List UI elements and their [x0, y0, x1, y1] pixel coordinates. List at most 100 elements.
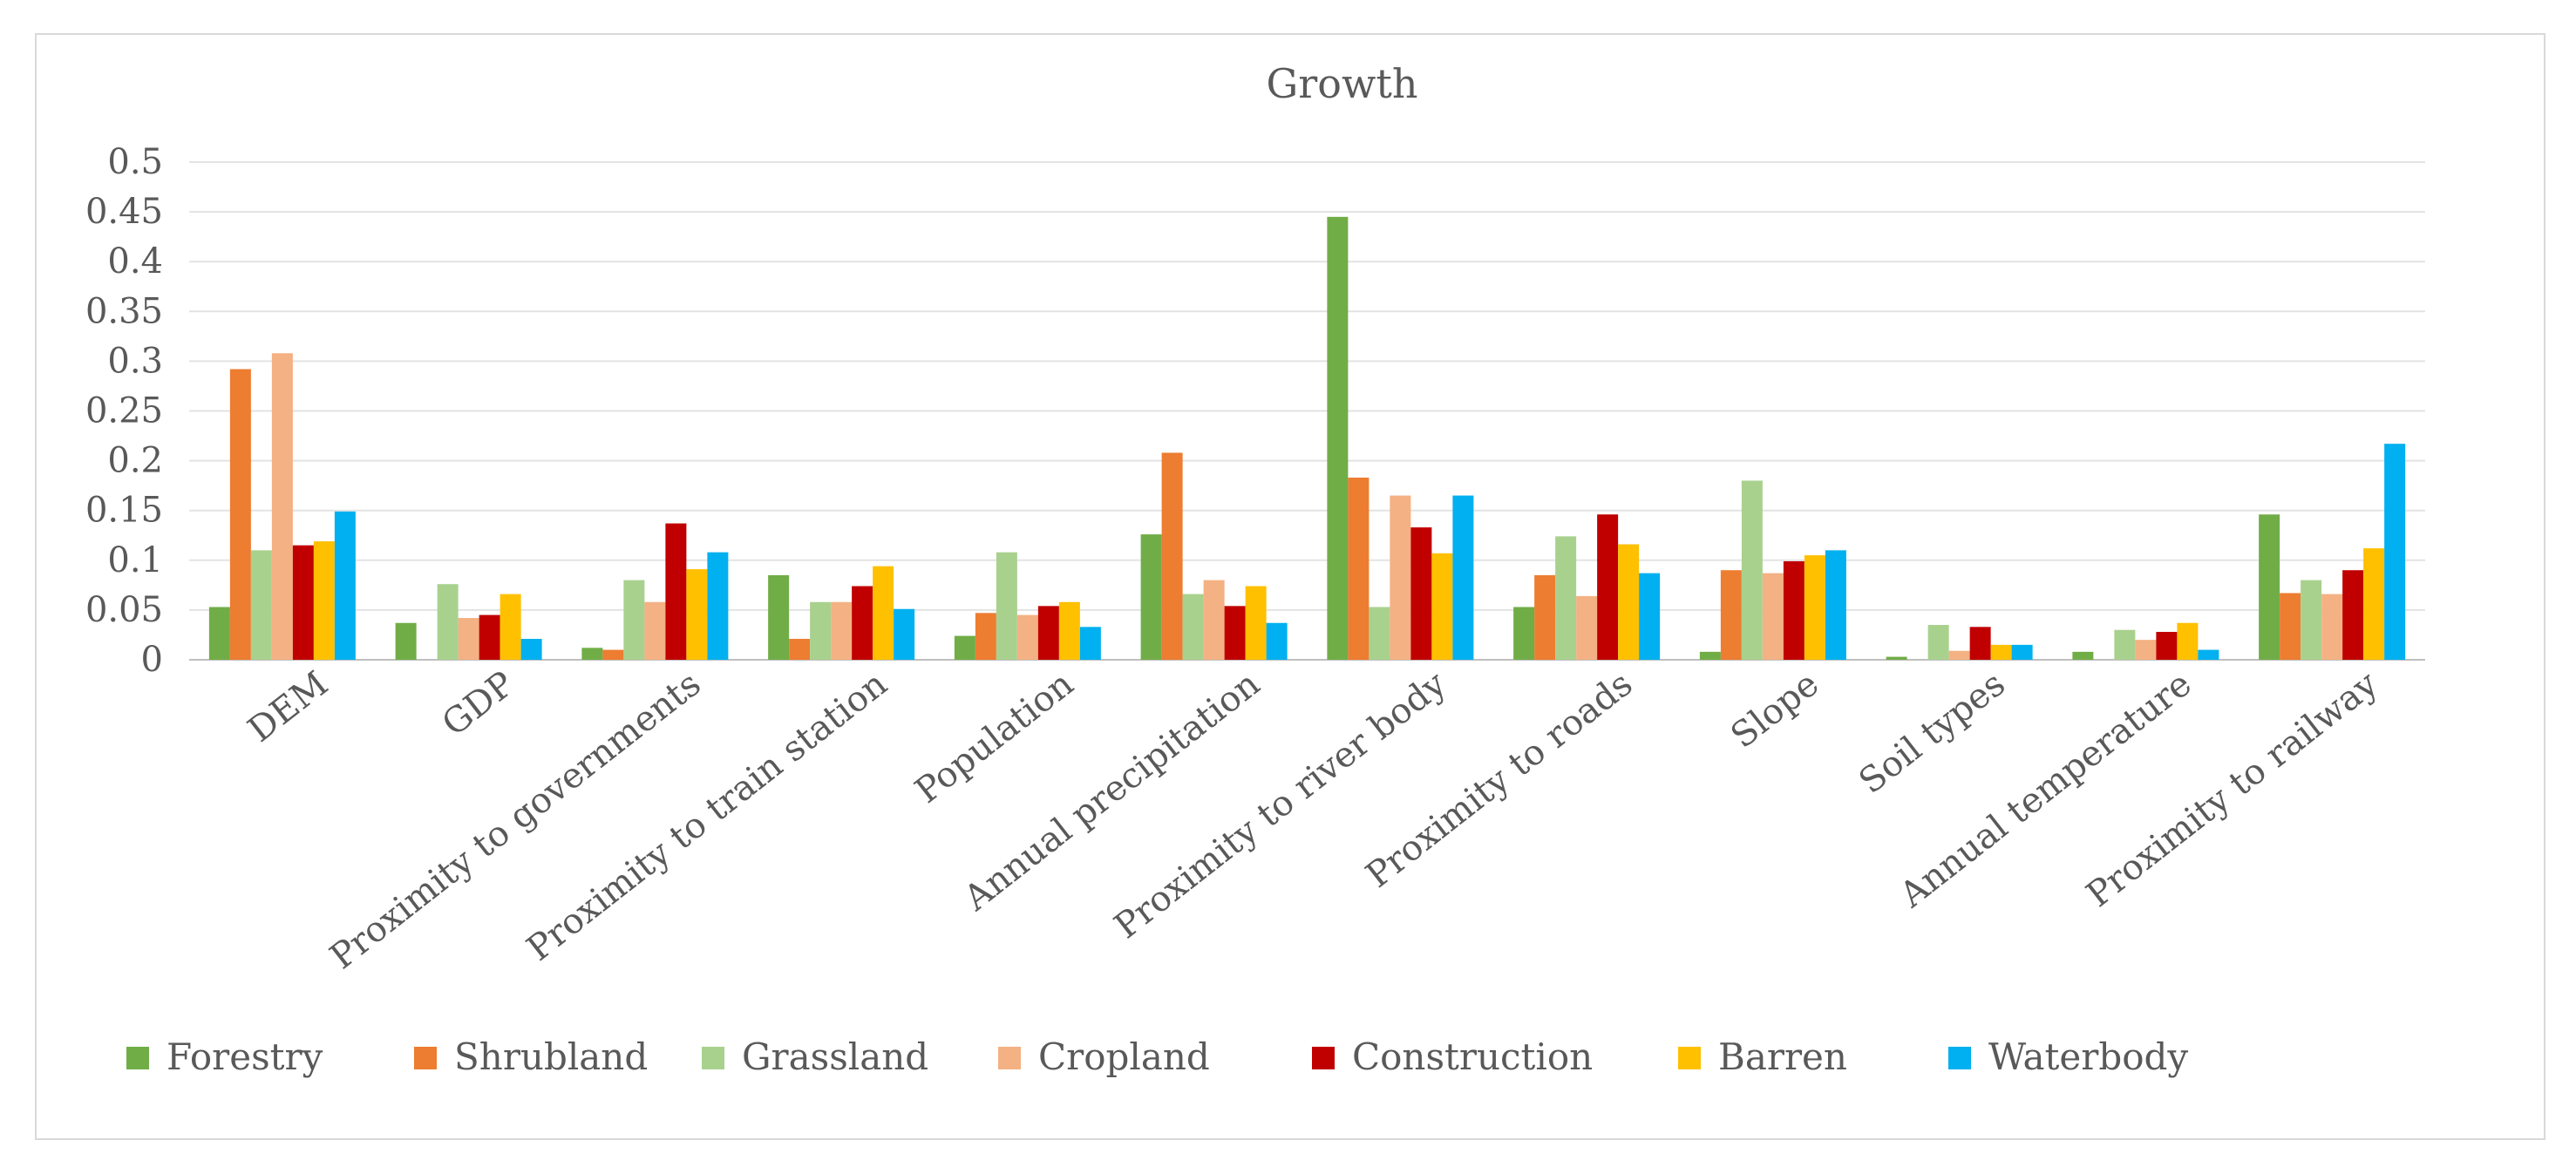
- bar-barren: [313, 541, 335, 660]
- y-tick-label: 0.5: [107, 142, 163, 182]
- bar-construction: [1783, 560, 1805, 660]
- bar-waterbody: [1825, 550, 1846, 660]
- bar-construction: [2342, 570, 2364, 660]
- bar-construction: [1597, 514, 1619, 660]
- legend-swatch: [1948, 1047, 1971, 1069]
- bar-forestry: [395, 622, 417, 660]
- y-tick-label: 0.4: [107, 241, 163, 282]
- bar-construction: [292, 545, 314, 660]
- bar-construction: [665, 523, 687, 660]
- bar-shrubland: [1720, 570, 1742, 660]
- y-tick-label: 0.05: [85, 590, 163, 630]
- bar-waterbody: [1452, 495, 1474, 660]
- bar-shrubland: [789, 639, 811, 660]
- x-category-label: DEM: [241, 664, 336, 750]
- bar-grassland: [1369, 607, 1390, 660]
- bar-cropland: [644, 601, 666, 660]
- bar-cropland: [1762, 573, 1784, 660]
- bar-barren: [1990, 644, 2012, 660]
- bar-forestry: [2072, 651, 2094, 660]
- bar-construction: [852, 586, 873, 660]
- bar-barren: [873, 566, 894, 660]
- bar-waterbody: [334, 511, 356, 660]
- bar-cropland: [831, 601, 853, 660]
- x-category-label: Annual temperature: [1892, 664, 2199, 916]
- bar-construction: [1037, 606, 1059, 660]
- bar-waterbody: [520, 639, 542, 660]
- bar-cropland: [1390, 495, 1411, 660]
- y-tick-label: 0.2: [107, 441, 163, 481]
- y-tick-label: 0.35: [85, 291, 163, 331]
- bar-construction: [479, 614, 500, 660]
- x-category-label: Soil types: [1852, 664, 2013, 802]
- y-tick-label: 0.45: [85, 192, 163, 232]
- legend-label: Barren: [1718, 1035, 1847, 1078]
- x-category-label: Annual precipitation: [956, 664, 1268, 920]
- bar-forestry: [1327, 216, 1349, 660]
- bar-chart: Growth 0 0.05 0.1 0.15 0.2 0.25 0.3 0.35 0.4 0.45 0…: [85, 60, 2425, 1078]
- bar-waterbody: [2011, 644, 2033, 660]
- bar-waterbody: [2198, 649, 2219, 660]
- bar-forestry: [768, 574, 790, 660]
- bar-shrubland: [975, 613, 996, 660]
- bar-cropland: [2135, 640, 2157, 660]
- bar-grassland: [250, 550, 272, 660]
- x-category-label: Slope: [1723, 664, 1826, 757]
- bar-cropland: [271, 353, 293, 660]
- legend-swatch: [702, 1047, 724, 1069]
- chart-title: Growth: [1267, 60, 1418, 107]
- bar-construction: [2156, 632, 2178, 660]
- bar-cropland: [1948, 650, 1970, 660]
- bar-cropland: [1203, 580, 1225, 660]
- bar-barren: [2363, 548, 2385, 660]
- bar-barren: [500, 594, 521, 660]
- bar-cropland: [2321, 594, 2343, 660]
- legend-label: Waterbody: [1988, 1035, 2188, 1078]
- bar-shrubland: [1534, 574, 1556, 660]
- legend-swatch: [414, 1047, 437, 1069]
- legend-swatch: [1312, 1047, 1335, 1069]
- bar-waterbody: [1639, 573, 1661, 660]
- bar-construction: [1969, 627, 1991, 660]
- bar-grassland: [1555, 536, 1577, 660]
- bar-shrubland: [602, 649, 624, 660]
- bar-forestry: [581, 648, 603, 660]
- y-tick-label: 0: [141, 640, 163, 680]
- legend-label: Construction: [1352, 1035, 1593, 1078]
- bar-forestry: [1140, 534, 1162, 660]
- bar-barren: [1058, 601, 1080, 660]
- y-tick-label: 0.15: [85, 491, 163, 531]
- legend-label: Forestry: [167, 1035, 323, 1078]
- bar-forestry: [2259, 514, 2280, 660]
- bar-cropland: [1576, 595, 1598, 660]
- bar-shrubland: [1161, 452, 1183, 660]
- bar-forestry: [1699, 651, 1721, 660]
- bar-barren: [1431, 553, 1453, 660]
- bar-waterbody: [707, 552, 729, 660]
- legend-swatch: [126, 1047, 149, 1069]
- x-category-label: Proximity to river body: [1107, 663, 1454, 947]
- legend-label: Cropland: [1038, 1035, 1210, 1078]
- bar-waterbody: [1079, 627, 1101, 660]
- bar-grassland: [437, 584, 459, 660]
- bar-forestry: [1886, 656, 1907, 660]
- bar-grassland: [1182, 594, 1204, 660]
- bar-barren: [1804, 555, 1825, 660]
- bar-cropland: [458, 618, 479, 660]
- bar-grassland: [2114, 629, 2136, 660]
- bar-shrubland: [229, 369, 251, 660]
- y-tick-label: 0.1: [107, 540, 163, 580]
- y-tick-label: 0.3: [107, 341, 163, 381]
- legend-label: Grassland: [742, 1035, 928, 1078]
- bar-forestry: [954, 635, 975, 660]
- bar-grassland: [623, 580, 645, 660]
- legend-swatch: [998, 1047, 1021, 1069]
- legend-label: Shrubland: [454, 1035, 648, 1078]
- bar-construction: [1410, 527, 1432, 660]
- bar-cropland: [1016, 614, 1038, 660]
- bar-forestry: [1513, 607, 1535, 660]
- bar-barren: [686, 569, 708, 660]
- bar-barren: [1245, 586, 1267, 660]
- bar-barren: [2177, 622, 2199, 660]
- legend-swatch: [1678, 1047, 1701, 1069]
